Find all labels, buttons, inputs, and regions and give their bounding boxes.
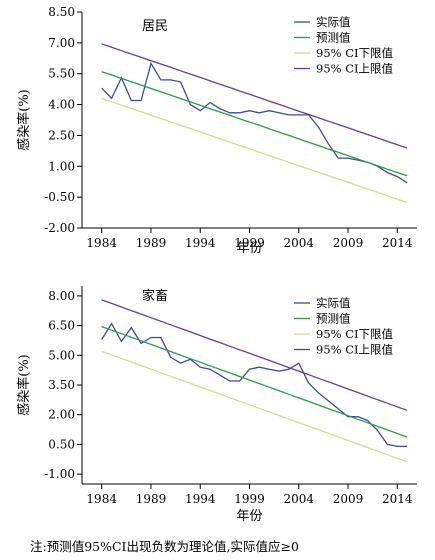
y-axis-label: 感染率(%) [16,354,32,416]
series-line-4 [101,299,408,411]
y-tick-label: 8.00 [48,289,75,303]
y-axis-label: 感染率(%) [16,89,32,151]
y-tick-label: 1.00 [48,159,75,173]
legend-label: 实际值 [316,15,351,29]
y-tick-label: 7.00 [48,36,75,50]
x-tick-label: 2014 [382,492,413,506]
y-tick-label: 2.00 [48,408,75,422]
legend-label: 95% CI下限值 [316,46,394,60]
series-line-3 [101,350,408,463]
y-tick-label: 8.50 [48,5,75,19]
y-tick-label: 4.00 [48,98,75,112]
chart-panel-1: 8.50 7.00 5.50 4.00 2.50 1.00 -0.50 -2.00 1984 19… [16,5,417,256]
x-tick-label: 1989 [136,492,167,506]
x-axis-label: 年份 [236,509,262,524]
series-line-2 [101,325,408,438]
y-tick-label: -1.00 [44,467,75,481]
series-line-2 [101,71,408,177]
x-tick-label: 2009 [333,492,364,506]
y-tick-label: 2.50 [48,128,75,142]
x-tick-label: 2009 [333,236,364,250]
y-tick-label: 5.00 [48,348,75,362]
series-line-1 [101,61,408,184]
y-tick-label: -0.50 [44,190,75,204]
legend-label: 实际值 [316,296,351,310]
legend-label: 95% CI上限值 [316,343,394,357]
x-axis-label: 年份 [236,241,262,256]
chart-title: 家畜 [142,288,168,304]
series-line-4 [101,43,408,149]
x-tick-label: 1994 [185,492,216,506]
x-tick-label: 1984 [86,236,117,250]
x-tick-label: 1994 [185,236,216,250]
x-tick-label: 2004 [283,236,314,250]
y-tick-label: 5.50 [48,67,75,81]
chart-panel-2: 8.00 6.50 5.00 3.50 2.00 0.50 -1.00 1984 1989 199… [16,286,417,524]
x-tick-label: 2004 [283,492,314,506]
legend-label: 95% CI下限值 [316,327,394,341]
legend-label: 预测值 [316,31,351,45]
x-tick-label: 1999 [234,236,265,250]
y-tick-label: 6.50 [48,319,75,333]
y-tick-label: 0.50 [48,437,75,451]
series-line-1 [101,322,408,448]
x-tick-label: 1989 [136,236,167,250]
series-line-3 [101,97,408,204]
footnote: 注:预测值95%CI出现负数为理论值,实际值应≥0 [30,539,299,554]
legend-label: 预测值 [316,312,351,326]
y-tick-label: 3.50 [48,378,75,392]
x-tick-label: 1999 [234,492,265,506]
y-tick-label: -2.00 [44,221,75,235]
x-tick-label: 1984 [86,492,117,506]
x-tick-label: 2014 [382,236,413,250]
chart-title: 居民 [142,19,168,34]
legend-label: 95% CI上限值 [316,62,394,76]
